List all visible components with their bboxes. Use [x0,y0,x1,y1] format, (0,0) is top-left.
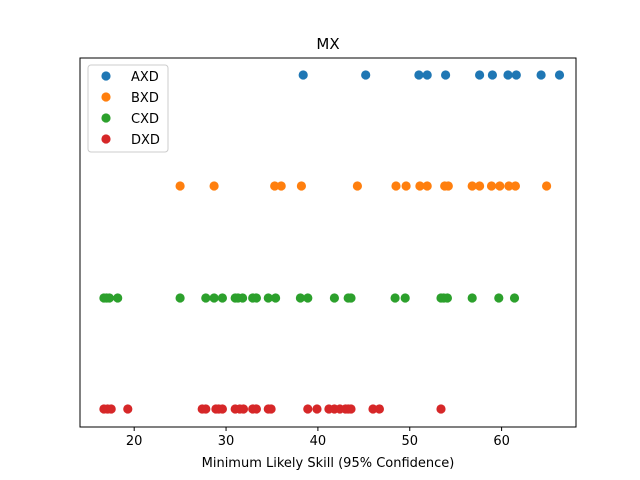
point-bxd-16 [504,181,514,191]
point-axd-1 [361,70,371,80]
point-bxd-4 [296,181,306,191]
point-axd-6 [487,70,497,80]
point-axd-5 [475,70,485,80]
x-tick-label-4: 60 [493,434,510,449]
point-cxd-17 [329,293,339,303]
point-cxd-6 [209,293,219,303]
point-cxd-14 [271,293,281,303]
point-bxd-15 [495,181,505,191]
point-bxd-9 [422,181,432,191]
point-bxd-1 [209,181,219,191]
point-dxd-3 [123,404,133,414]
point-bxd-8 [415,181,425,191]
point-bxd-7 [401,181,411,191]
point-cxd-3 [113,293,123,303]
point-cxd-19 [346,293,356,303]
point-axd-0 [298,70,308,80]
legend-label-axd: AXD [131,70,159,85]
point-cxd-16 [303,293,313,303]
point-dxd-11 [238,404,249,414]
point-dxd-23 [346,404,356,414]
point-bxd-13 [475,181,485,191]
point-bxd-12 [467,181,477,191]
point-cxd-2 [104,293,114,303]
point-cxd-12 [251,293,261,303]
point-bxd-0 [175,181,185,191]
x-tick-label-1: 30 [218,434,235,449]
x-tick-label-3: 50 [401,434,418,449]
point-cxd-20 [390,293,400,303]
points-layer [99,70,565,414]
legend-marker-dxd [101,134,111,144]
legend-label-cxd: CXD [131,112,159,127]
x-axis-label: Minimum Likely Skill (95% Confidence) [202,456,455,471]
legend-marker-cxd [101,113,111,123]
point-cxd-7 [217,293,227,303]
chart-title: MX [316,35,339,53]
point-bxd-6 [391,181,401,191]
point-cxd-13 [263,293,273,303]
legend-marker-axd [101,71,111,81]
point-bxd-17 [510,181,520,191]
point-bxd-14 [486,181,497,191]
legend-label-dxd: DXD [131,133,160,148]
x-tick-label-2: 40 [310,434,327,449]
point-dxd-13 [251,404,261,414]
x-axis: 20 30 40 50 60 [126,427,510,449]
point-cxd-27 [509,293,520,303]
point-bxd-5 [352,181,362,191]
point-axd-7 [503,70,513,80]
point-cxd-26 [494,293,504,303]
legend-marker-bxd [101,92,111,102]
point-dxd-26 [436,404,446,414]
point-cxd-21 [400,293,410,303]
legend-items: AXD BXD CXD DXD [101,70,160,148]
point-cxd-5 [201,293,211,303]
point-axd-2 [414,70,424,80]
plot-frame [79,57,577,428]
point-dxd-8 [217,404,227,414]
point-cxd-15 [295,293,305,303]
point-axd-3 [422,70,432,80]
x-tick-label-0: 20 [126,434,143,449]
legend-box [87,64,169,153]
point-axd-8 [511,70,521,80]
point-bxd-11 [443,181,453,191]
point-dxd-25 [374,404,384,414]
point-bxd-3 [276,181,286,191]
point-dxd-17 [312,404,322,414]
point-bxd-2 [270,181,280,191]
point-cxd-4 [175,293,185,303]
point-axd-9 [536,70,546,80]
legend-label-bxd: BXD [131,91,159,106]
point-axd-4 [441,70,451,80]
point-dxd-15 [266,404,276,414]
legend: AXD BXD CXD DXD [87,64,169,153]
point-bxd-18 [542,181,552,191]
point-cxd-25 [467,293,477,303]
point-dxd-2 [106,404,116,414]
point-dxd-5 [201,404,211,414]
point-dxd-16 [303,404,313,414]
point-cxd-24 [442,293,452,303]
point-dxd-24 [368,404,378,414]
point-cxd-10 [238,293,248,303]
point-axd-10 [554,70,565,80]
